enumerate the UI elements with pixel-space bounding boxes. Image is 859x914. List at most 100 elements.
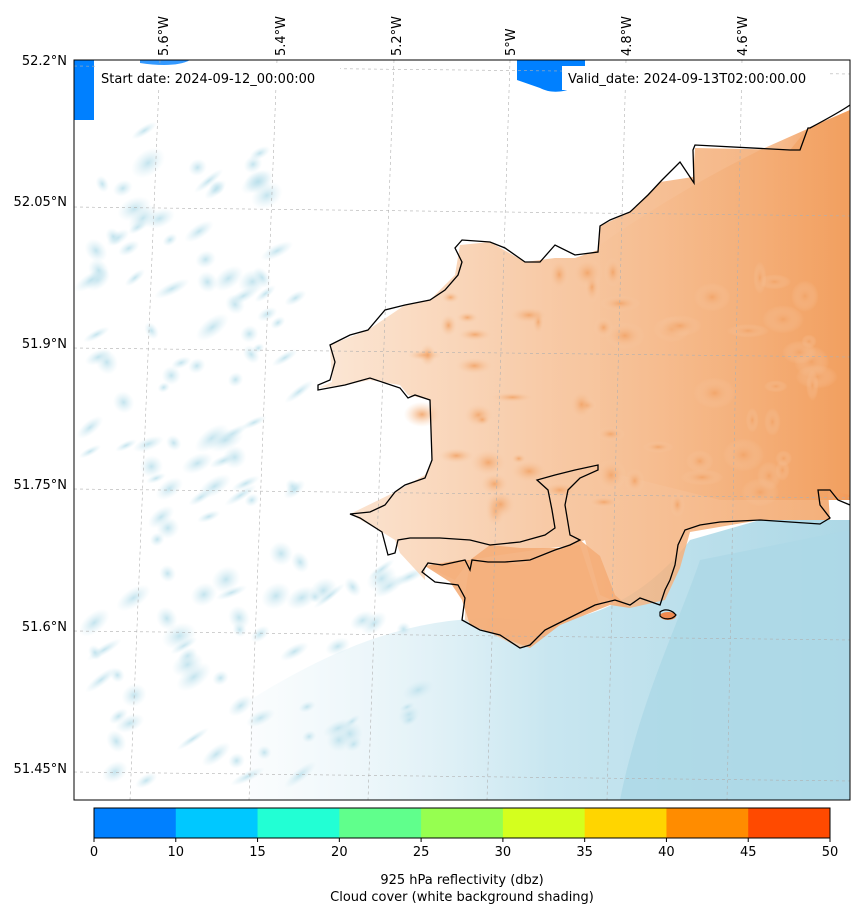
colorbar-subtitle: Cloud cover (white background shading) (330, 890, 594, 905)
cloud-blob (121, 683, 147, 708)
cloud-blob (224, 484, 257, 506)
cloud-blob (139, 455, 164, 478)
colorbar-tick-label: 45 (740, 845, 757, 860)
latitude-tick-labels: 52.2°N 52.05°N 51.9°N 51.75°N 51.6°N 51.… (14, 54, 67, 777)
cloud-blob (135, 772, 158, 789)
cloud-blob (171, 652, 204, 678)
cloud-blob (399, 702, 415, 712)
cloud-blob (345, 736, 363, 752)
lat-tick-label: 51.9°N (22, 337, 67, 352)
colorbar-segment (257, 808, 340, 838)
sea-cloud-field-southeast-core (620, 530, 850, 800)
valid-date-box (562, 66, 830, 90)
reflectivity-blob (441, 291, 460, 303)
cloud-blob (260, 241, 294, 261)
cloud-blob (88, 644, 102, 661)
reflectivity-blob (455, 357, 494, 375)
cloud-blob (271, 349, 298, 367)
cloud-blob (244, 493, 260, 507)
cloud-blob (201, 742, 231, 767)
cloud-blob (131, 121, 158, 140)
reflectivity-blob (782, 340, 817, 365)
colorbar-segment (339, 808, 422, 838)
cloud-blob (190, 582, 218, 607)
colorbar-segment (175, 808, 259, 838)
cloud-blob (322, 718, 354, 738)
land-reflectivity-fill-south (425, 540, 630, 648)
reflectivity-blob (624, 468, 645, 493)
reflectivity-patch-nw (74, 60, 94, 120)
colorbar-segment (748, 808, 831, 838)
cloud-blob (211, 565, 241, 593)
cloud-blob (155, 477, 184, 501)
cloud-blob (128, 204, 158, 232)
cloud-blob (156, 606, 178, 631)
reflectivity-blob (745, 407, 759, 433)
colorbar-tick-label: 20 (331, 845, 348, 860)
cloud-blob (344, 577, 362, 597)
lon-tick-label: 5.6°W (157, 16, 172, 56)
reflectivity-blob (440, 314, 457, 337)
reflectivity-blob (587, 496, 621, 508)
cloud-blob (402, 679, 434, 701)
cloud-blob (207, 427, 244, 453)
cloud-blob (252, 266, 272, 289)
cloud-blob (291, 551, 310, 573)
cloud-blob (188, 158, 207, 177)
reflectivity-blob (403, 401, 441, 427)
cloud-blob (366, 565, 397, 593)
reflectivity-blob (569, 389, 594, 420)
cloud-blob (162, 233, 178, 247)
cloud-blob (215, 585, 248, 601)
reflectivity-blob (642, 441, 674, 453)
reflectivity-blob (693, 377, 736, 409)
cloud-blob (112, 179, 133, 197)
reflectivity-blob (438, 448, 475, 464)
cloud-blob (83, 326, 110, 343)
lat-tick-label: 52.2°N (22, 54, 67, 69)
cloud-blob (240, 325, 259, 343)
reflectivity-blob (474, 413, 490, 426)
reflectivity-blob (764, 380, 788, 393)
cloud-blob (270, 316, 286, 330)
cloud-blob (95, 175, 110, 193)
reflectivity-blob (680, 469, 724, 486)
reflectivity-blob (549, 259, 570, 290)
valid-date-label: Valid_date: 2024-09-13T02:00:00.00 (568, 72, 806, 87)
colorbar-tick-label: 35 (576, 845, 593, 860)
cloud-blob (254, 285, 276, 303)
cloud-blob (301, 730, 317, 743)
reflectivity-blob (775, 450, 792, 467)
cloud-blob (105, 227, 122, 246)
lat-tick-label: 51.6°N (22, 620, 67, 635)
cloud-blob (112, 391, 135, 414)
reflectivity-blob (722, 438, 765, 472)
cloud-blob (400, 713, 419, 727)
cloud-blob (241, 415, 267, 430)
cloud-blob (242, 345, 260, 364)
cloud-blob (84, 238, 108, 263)
cloud-blob (188, 358, 206, 374)
cloud-blob (209, 453, 238, 469)
colorbar-segment (666, 808, 749, 838)
cloud-blob (102, 760, 128, 784)
cloud-blob (88, 258, 110, 283)
reflectivity-blob (599, 295, 641, 312)
colorbar-segment (94, 808, 177, 838)
cloud-blob (204, 179, 227, 200)
reflectivity-blob (419, 343, 437, 367)
reflectivity-blob (542, 482, 578, 499)
lon-tick-label: 5.2°W (390, 16, 405, 56)
lat-tick-label: 52.05°N (14, 195, 67, 210)
lon-tick-label: 5.4°W (274, 16, 289, 56)
cloud-blob (325, 637, 351, 656)
cloud-blob (313, 583, 346, 609)
cloud-blob (118, 240, 140, 257)
colorbar-tick-label: 30 (495, 845, 512, 860)
cloud-blob (227, 605, 251, 630)
start-date-box (95, 66, 340, 90)
cloud-blob (196, 271, 218, 293)
cloud-blob (284, 290, 307, 306)
colorbar-segment (502, 808, 586, 838)
